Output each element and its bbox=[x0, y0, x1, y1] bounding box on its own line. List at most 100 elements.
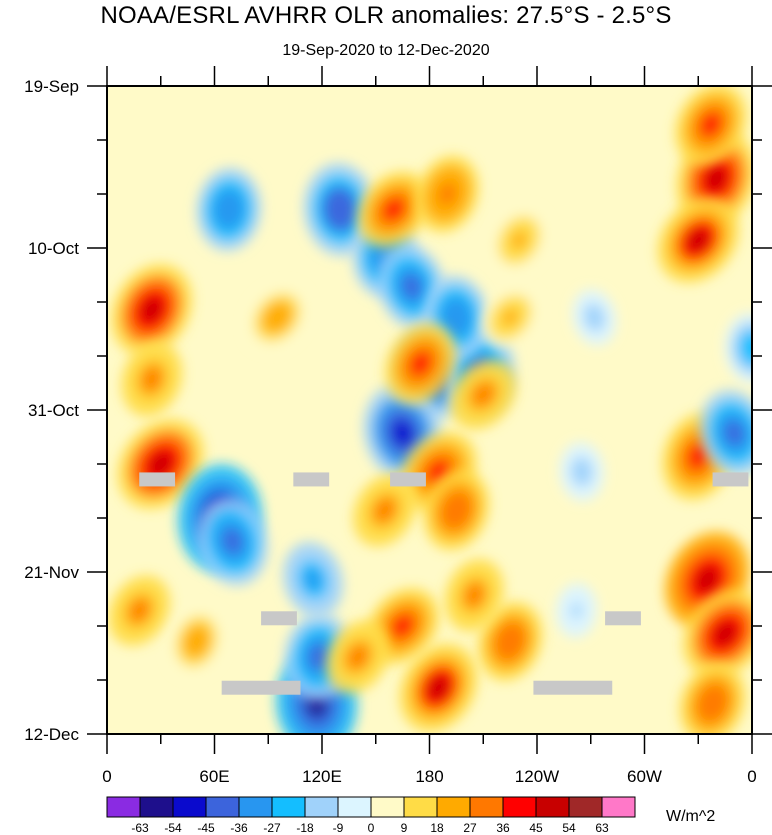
plot-area bbox=[107, 86, 752, 734]
anomaly-contour bbox=[130, 600, 148, 621]
anomaly-contour bbox=[219, 197, 238, 222]
anomaly-contour bbox=[308, 644, 328, 670]
anomaly-contour bbox=[473, 384, 493, 405]
anomaly-feature bbox=[481, 287, 539, 348]
anomaly-contour bbox=[222, 528, 243, 554]
anomaly-contour bbox=[438, 183, 457, 205]
colorbar-swatch bbox=[370, 796, 405, 818]
anomaly-contour bbox=[329, 196, 351, 223]
anomaly-feature bbox=[246, 284, 309, 350]
anomaly-contour bbox=[724, 420, 744, 446]
anomaly-feature bbox=[682, 589, 752, 678]
y-tick-label: 21-Nov bbox=[24, 563, 79, 582]
colorbar-swatch bbox=[502, 796, 537, 818]
colorbar-swatch bbox=[403, 796, 438, 818]
colorbar-label: 9 bbox=[401, 821, 408, 835]
colorbar-label: -54 bbox=[164, 821, 182, 835]
x-tick-label: 60E bbox=[199, 767, 229, 786]
anomaly-contour bbox=[427, 675, 450, 701]
anomaly-contour bbox=[738, 330, 752, 367]
colorbar-swatch bbox=[469, 796, 504, 818]
anomaly-contour bbox=[575, 463, 589, 481]
anomaly-contour bbox=[304, 569, 322, 591]
anomaly-contour bbox=[511, 231, 527, 250]
anomaly-field bbox=[108, 86, 752, 734]
x-axis: 0 60E 120E 180 120W 60W 0 bbox=[102, 66, 757, 786]
colorbar-swatch bbox=[271, 796, 306, 818]
anomaly-contour bbox=[188, 631, 205, 652]
anomaly-feature bbox=[399, 643, 478, 733]
anomaly-contour bbox=[695, 566, 720, 594]
anomaly-contour bbox=[447, 305, 466, 330]
anomaly-contour bbox=[402, 274, 422, 299]
anomaly-contour bbox=[465, 584, 483, 606]
anomaly-contour bbox=[268, 308, 286, 327]
colorbar-label: 18 bbox=[430, 821, 444, 835]
anomaly-feature bbox=[555, 583, 597, 639]
missing-data-bar bbox=[605, 611, 641, 626]
chart-title: NOAA/ESRL AVHRR OLR anomalies: 27.5°S - … bbox=[100, 2, 672, 29]
colorbar-label: -27 bbox=[263, 821, 281, 835]
anomaly-feature bbox=[657, 197, 740, 284]
colorbar-swatch bbox=[568, 796, 603, 818]
anomaly-feature bbox=[449, 359, 517, 430]
anomaly-feature bbox=[357, 171, 431, 248]
x-tick-label: 180 bbox=[415, 767, 443, 786]
y-tick-label: 12-Dec bbox=[24, 725, 79, 744]
y-tick-label: 19-Sep bbox=[24, 77, 79, 96]
missing-data-layer bbox=[139, 472, 749, 695]
anomaly-contour bbox=[348, 646, 367, 668]
colorbar-swatch bbox=[139, 796, 174, 818]
anomaly-contour bbox=[143, 368, 161, 390]
colorbar: -63 -54 -45 -36 -27 -18 -9 0 9 18 27 36 45 54 63 bbox=[106, 796, 636, 835]
anomaly-contour bbox=[375, 500, 394, 521]
anomaly-contour bbox=[140, 296, 164, 323]
anomaly-contour bbox=[502, 309, 519, 326]
colorbar-units: W/m^2 bbox=[666, 808, 716, 825]
anomaly-feature bbox=[121, 341, 183, 417]
anomaly-feature bbox=[352, 473, 417, 547]
anomaly-feature bbox=[168, 607, 225, 676]
anomaly-contour bbox=[410, 352, 431, 376]
colorbar-swatch bbox=[535, 796, 570, 818]
colorbar-swatch bbox=[172, 796, 207, 818]
anomaly-contour bbox=[148, 451, 173, 477]
missing-data-bar bbox=[261, 611, 297, 626]
colorbar-swatch bbox=[337, 796, 372, 818]
colorbar-swatch bbox=[106, 796, 141, 818]
x-tick-label: 120E bbox=[302, 767, 342, 786]
anomaly-feature bbox=[303, 162, 377, 257]
anomaly-contour bbox=[447, 499, 466, 522]
anomaly-feature bbox=[423, 470, 490, 551]
anomaly-feature bbox=[477, 601, 543, 682]
anomaly-contour bbox=[686, 228, 710, 253]
y-tick-label: 10-Oct bbox=[28, 239, 79, 258]
anomaly-contour bbox=[731, 321, 752, 376]
anomaly-feature bbox=[108, 575, 171, 646]
anomaly-feature bbox=[490, 208, 548, 273]
anomaly-feature bbox=[196, 496, 269, 586]
colorbar-swatch bbox=[304, 796, 339, 818]
missing-data-bar bbox=[221, 680, 301, 695]
anomaly-feature bbox=[384, 323, 457, 405]
colorbar-label: -63 bbox=[131, 821, 149, 835]
colorbar-swatch bbox=[601, 796, 636, 818]
anomaly-contour bbox=[588, 309, 601, 326]
anomaly-contour bbox=[703, 691, 722, 715]
missing-data-bar bbox=[139, 472, 176, 487]
anomaly-contour bbox=[700, 113, 721, 136]
x-tick-label: 0 bbox=[102, 767, 111, 786]
anomaly-contour bbox=[391, 419, 414, 447]
anomaly-contour bbox=[713, 621, 737, 647]
colorbar-label: 63 bbox=[595, 821, 609, 835]
colorbar-label: -45 bbox=[197, 821, 215, 835]
anomaly-feature bbox=[415, 155, 480, 233]
y-tick-label: 31-Oct bbox=[28, 401, 79, 420]
colorbar-label: 0 bbox=[368, 821, 375, 835]
missing-data-bar bbox=[293, 472, 330, 487]
anomaly-feature bbox=[325, 620, 390, 694]
anomaly-feature bbox=[282, 541, 344, 618]
anomaly-feature bbox=[111, 263, 193, 356]
colorbar-label: 54 bbox=[562, 821, 576, 835]
